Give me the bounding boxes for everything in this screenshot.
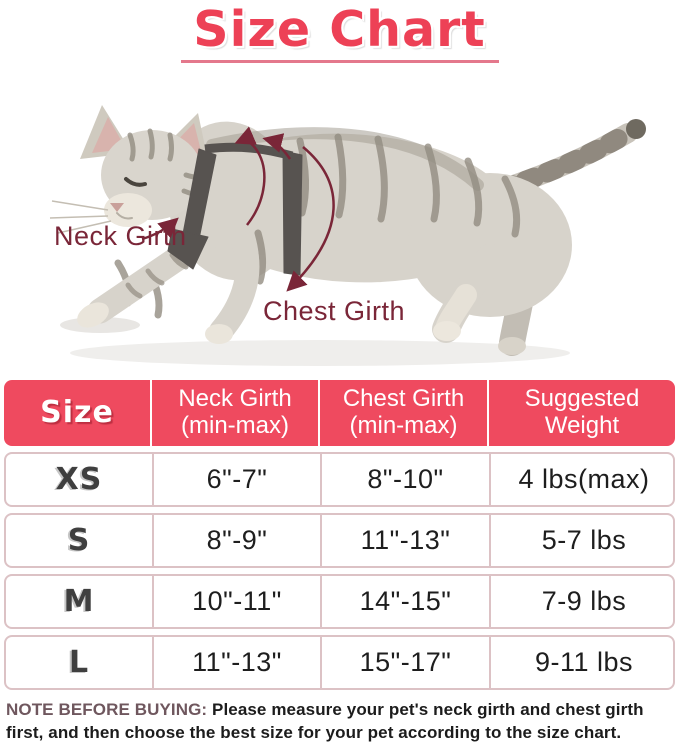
table-row-s: S 8"-9" 11"-13" 5-7 lbs (4, 512, 677, 568)
table-header-row: Size Neck Girth (min-max) Chest Girth (m… (4, 379, 675, 446)
table-row-l: L 11"-13" 15"-17" 9-11 lbs (4, 634, 677, 690)
buying-note-label: NOTE BEFORE BUYING: (6, 699, 208, 719)
cell-neck: 11"-13" (152, 636, 320, 688)
neck-girth-label: Neck Girth (54, 220, 187, 251)
chest-girth-label: Chest Girth (263, 295, 406, 326)
cell-size: L (68, 644, 90, 680)
table-row-m: M 10"-11" 14"-15" 7-9 lbs (4, 573, 677, 629)
buying-note: NOTE BEFORE BUYING: Please measure your … (6, 698, 673, 744)
title-underline (180, 59, 499, 63)
cell-chest: 15"-17" (320, 636, 489, 688)
cat-harness-diagram: Neck Girth Chest Girth (0, 62, 679, 380)
cell-weight: 7-9 lbs (489, 575, 677, 627)
cell-size: XS (55, 461, 103, 497)
cell-neck: 10"-11" (152, 575, 320, 627)
chest-girth-arrow-icon (286, 145, 335, 292)
title-block: Size Chart (0, 0, 679, 63)
cell-weight: 4 lbs(max) (489, 453, 677, 505)
cell-neck: 6"-7" (152, 453, 320, 505)
cell-chest: 11"-13" (320, 514, 489, 566)
cell-chest: 14"-15" (320, 575, 489, 627)
cat-photo (49, 104, 646, 366)
header-cell-neck: Neck Girth (min-max) (150, 379, 318, 446)
cell-weight: 5-7 lbs (489, 514, 677, 566)
buying-note-text: Please measure your pet's neck girth and… (6, 699, 644, 742)
header-cell-weight: Suggested Weight (487, 379, 675, 446)
cell-neck: 8"-9" (152, 514, 320, 566)
cell-chest: 8"-10" (320, 453, 489, 505)
table-row-xs: XS 6"-7" 8"-10" 4 lbs(max) (4, 451, 677, 507)
cell-weight: 9-11 lbs (489, 636, 677, 688)
cell-size: M (63, 583, 95, 619)
header-cell-chest: Chest Girth (min-max) (318, 379, 487, 446)
page-title: Size Chart (193, 1, 486, 58)
neck-girth-arrow-icon (141, 126, 292, 241)
cell-size: S (67, 522, 91, 558)
header-cell-size: Size (40, 395, 114, 431)
size-table: Size Neck Girth (min-max) Chest Girth (m… (4, 379, 677, 690)
